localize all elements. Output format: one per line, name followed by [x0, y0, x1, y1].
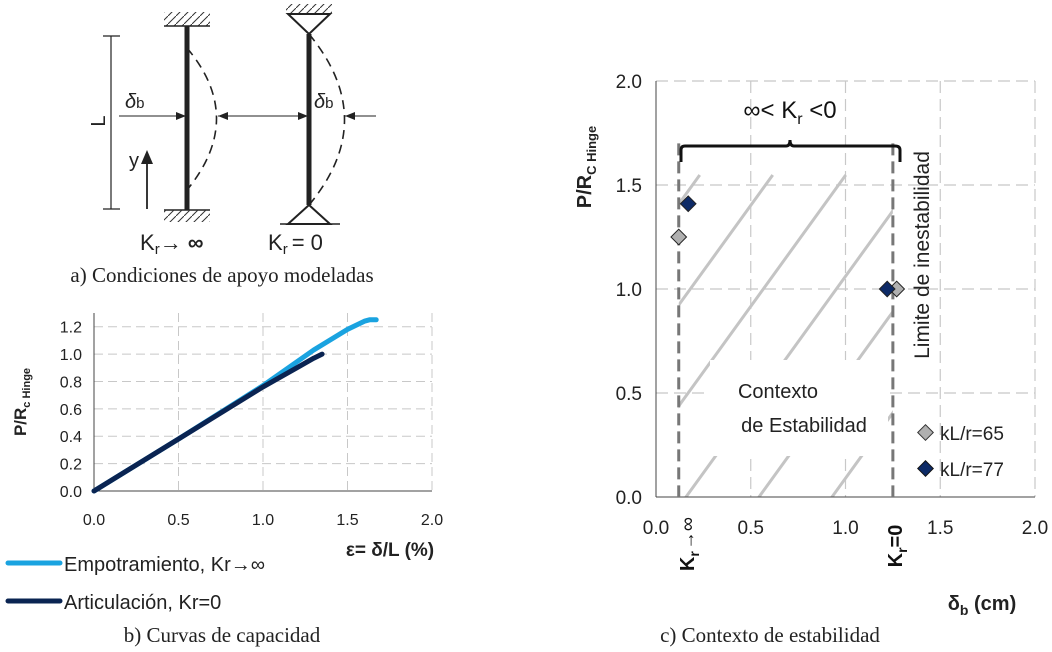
y-tick-label: 0.5 — [616, 384, 642, 405]
hatch-line — [1044, 175, 1052, 507]
x-tick-label: 1.0 — [252, 512, 274, 529]
context-label-box — [710, 360, 888, 456]
panel-a-diagram: L y δb δb Kr→ ∞ Kr = 0 — [88, 4, 376, 258]
kr-zero-label: Kr=0 — [885, 525, 910, 568]
fixed-support-label: Kr→ ∞ — [140, 230, 203, 258]
instability-label: Limite de inestabilidad — [911, 151, 934, 359]
data-point-kl-r-77 — [679, 195, 697, 213]
legend-label-pinned: Articulación, Kr=0 — [64, 592, 221, 614]
pin-support-top-icon — [285, 13, 333, 36]
x-tick-label: 0.5 — [167, 512, 189, 529]
panel-b-chart: 0.0 0.2 0.4 0.6 0.8 1.0 1.2 0.0 0.5 1.0 1.5 2.0 P/R… — [5, 313, 443, 614]
y-axis-title: P/Rc Hinge — [11, 368, 33, 436]
legend-label-fixed: Empotramiento, Kr→∞ — [64, 554, 265, 576]
y-tick-label: 1.2 — [60, 320, 82, 337]
y-axis-label: y — [129, 150, 139, 172]
x-tick-label: 1.0 — [832, 518, 858, 539]
y-tick-label: 1.0 — [60, 347, 82, 364]
hatch-line — [971, 175, 1052, 507]
x-tick-label: 0.0 — [643, 518, 669, 539]
x-tick-label: 2.0 — [1022, 518, 1048, 539]
data-point-kl-r-77 — [878, 280, 896, 298]
y-tick-label: 0.2 — [60, 457, 82, 474]
caption-c: c) Contexto de estabilidad — [660, 623, 880, 647]
context-label-line2: de Estabilidad — [741, 415, 867, 437]
fixed-support-top-icon — [164, 12, 210, 26]
x-tick-label: 0.0 — [83, 512, 105, 529]
hatch-line — [678, 174, 847, 409]
legend-marker-77 — [917, 460, 934, 477]
legend-marker-65 — [917, 424, 934, 441]
deflection-label-left: δb — [125, 91, 144, 113]
x-axis-title: ε= δ/L (%) — [346, 540, 434, 561]
series-line-pinned — [91, 351, 325, 494]
x-tick-label: 0.5 — [738, 518, 764, 539]
caption-a: a) Condiciones de apoyo modeladas — [70, 263, 373, 287]
hatch-line — [678, 174, 701, 207]
y-tick-label: 2.0 — [616, 72, 642, 93]
y-tick-label: 0.4 — [60, 429, 82, 446]
legend-label-65: kL/r=65 — [940, 424, 1004, 445]
pinned-support-label: Kr = 0 — [268, 230, 323, 258]
caption-b: b) Curvas de capacidad — [124, 623, 321, 647]
data-point-kl-r-65 — [670, 228, 688, 246]
legend-label-77: kL/r=77 — [940, 460, 1004, 481]
fixed-support-bottom-icon — [164, 210, 210, 222]
kr-infinity-label: Kr→∞ — [677, 517, 702, 571]
x-tick-label: 1.5 — [336, 512, 358, 529]
y-tick-label: 0.0 — [616, 488, 642, 509]
x-axis-title: δb (cm) — [948, 593, 1017, 618]
data-point-kl-r-65 — [888, 280, 906, 298]
hatch-line — [757, 309, 893, 497]
pin-support-bottom-icon — [285, 203, 333, 225]
stability-hatch — [678, 174, 1052, 507]
x-tick-label: 2.0 — [421, 512, 443, 529]
hatch-line — [678, 174, 774, 308]
kr-range-bracket — [679, 139, 902, 162]
length-label: L — [88, 115, 110, 126]
panel-c-chart: 0.00.51.01.52.00.0 0.5 1.0 1.5 2.0 ∞< Kr <0 … — [574, 72, 1052, 618]
x-tick-label: 1.5 — [927, 518, 953, 539]
y-tick-label: 0.8 — [60, 374, 82, 391]
hatch-line — [830, 410, 893, 497]
gridlines — [94, 313, 433, 491]
pinned-buckled-shape — [308, 33, 346, 206]
y-tick-label: 1.5 — [616, 176, 642, 197]
deflection-label-right: δb — [314, 91, 333, 113]
y-tick-label: 0.6 — [60, 402, 82, 419]
context-label-line1: Contexto — [738, 381, 818, 403]
hatch-line — [684, 208, 893, 497]
fixed-buckled-shape — [186, 47, 218, 191]
y-axis-title: P/RC Hinge — [574, 126, 599, 208]
kr-range-label: ∞< Kr <0 — [743, 97, 836, 128]
y-tick-label: 1.0 — [616, 280, 642, 301]
y-tick-label: 0.0 — [60, 484, 82, 501]
